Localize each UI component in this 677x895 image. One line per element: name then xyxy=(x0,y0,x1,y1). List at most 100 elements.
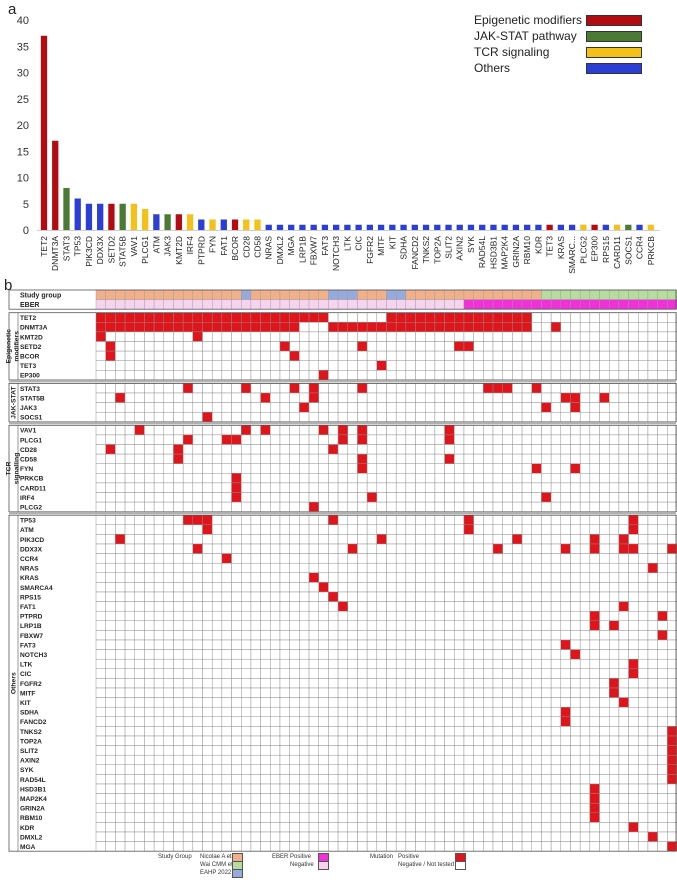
grid-cell xyxy=(395,350,407,361)
mutation-cell xyxy=(492,312,503,323)
grid-cell xyxy=(270,514,281,526)
grid-cell xyxy=(153,411,165,423)
grid-cell xyxy=(221,591,232,602)
grid-cell xyxy=(347,411,358,423)
grid-cell xyxy=(308,687,319,698)
grid-cell xyxy=(357,562,368,574)
grid-cell xyxy=(570,383,581,394)
grid-cell xyxy=(163,453,174,464)
grid-cell xyxy=(318,473,329,484)
gene-label: NRAS xyxy=(20,566,39,573)
grid-cell xyxy=(270,482,281,493)
grid-cell xyxy=(376,706,387,718)
grid-cell xyxy=(502,331,513,342)
legend-swatch-jakstat xyxy=(586,30,642,42)
grid-cell xyxy=(182,793,194,804)
grid-cell xyxy=(386,601,397,612)
grid-cell xyxy=(434,360,445,371)
grid-cell xyxy=(192,463,203,474)
grid-cell xyxy=(550,783,562,794)
grid-cell xyxy=(182,812,194,823)
grid-cell xyxy=(454,802,465,814)
grid-cell xyxy=(270,434,281,445)
bar xyxy=(231,219,239,230)
grid-cell xyxy=(279,444,290,455)
grid-cell xyxy=(221,392,232,403)
grid-cell xyxy=(221,726,232,737)
grid-cell xyxy=(347,658,358,670)
grid-cell xyxy=(95,473,106,484)
grid-cell xyxy=(647,350,658,361)
grid-cell xyxy=(366,601,378,612)
grid-cell xyxy=(182,482,194,493)
mutation-cell xyxy=(667,841,677,852)
grid-cell xyxy=(95,706,106,718)
grid-cell xyxy=(337,360,348,371)
gene-label: PRKCB xyxy=(20,476,44,483)
grid-cell xyxy=(299,341,310,352)
grid-cell xyxy=(221,774,232,785)
grid-cell xyxy=(473,411,484,423)
grid-cell xyxy=(357,482,368,493)
grid-cell xyxy=(376,350,387,361)
grid-cell xyxy=(134,601,145,612)
grid-cell xyxy=(512,514,523,526)
mutation-cell xyxy=(202,312,213,323)
grid-cell xyxy=(618,822,629,833)
header-cell xyxy=(444,299,455,310)
grid-cell xyxy=(347,697,358,708)
grid-cell xyxy=(550,601,562,612)
bar xyxy=(355,224,362,230)
grid-cell xyxy=(667,444,677,455)
grid-cell xyxy=(95,341,106,352)
grid-cell xyxy=(318,764,329,775)
grid-cell xyxy=(337,793,348,804)
mutation-cell xyxy=(202,524,213,535)
grid-cell xyxy=(647,514,658,526)
grid-cell xyxy=(279,812,290,823)
grid-cell xyxy=(512,572,523,583)
grid-cell xyxy=(395,774,407,785)
grid-cell xyxy=(395,697,407,708)
header-cell xyxy=(425,299,436,310)
grid-cell xyxy=(173,649,184,660)
grid-cell xyxy=(647,370,658,381)
grid-cell xyxy=(570,706,581,718)
header-cell xyxy=(366,299,378,310)
grid-cell xyxy=(124,706,135,718)
grid-cell xyxy=(579,341,591,352)
grid-cell xyxy=(124,543,135,554)
grid-cell xyxy=(444,706,455,718)
grid-cell xyxy=(182,735,194,746)
grid-cell xyxy=(192,630,203,641)
grid-cell xyxy=(473,331,484,342)
grid-cell xyxy=(415,553,426,564)
grid-cell xyxy=(560,312,571,323)
grid-cell xyxy=(444,812,455,823)
grid-cell xyxy=(463,726,474,737)
grid-cell xyxy=(357,501,368,512)
mutation-cell xyxy=(115,534,126,545)
header-cell xyxy=(279,289,290,300)
gene-label: FGFR2 xyxy=(20,681,42,688)
grid-cell xyxy=(357,678,368,689)
grid-cell xyxy=(521,543,532,554)
grid-cell xyxy=(415,841,426,852)
legend-label-epigenetic: Epigenetic modifiers xyxy=(474,13,583,27)
grid-cell xyxy=(647,639,658,650)
grid-cell xyxy=(357,822,368,833)
grid-cell xyxy=(192,492,203,503)
grid-cell xyxy=(386,383,397,394)
grid-cell xyxy=(95,726,106,737)
grid-cell xyxy=(279,745,290,756)
grid-cell xyxy=(95,492,106,503)
grid-cell xyxy=(541,425,552,436)
grid-cell xyxy=(163,402,174,413)
grid-cell xyxy=(192,402,203,413)
header-cell xyxy=(667,299,677,310)
grid-cell xyxy=(347,601,358,612)
grid-cell xyxy=(550,562,562,574)
grid-cell xyxy=(318,444,329,455)
grid-cell xyxy=(241,812,252,823)
grid-cell xyxy=(454,630,465,641)
